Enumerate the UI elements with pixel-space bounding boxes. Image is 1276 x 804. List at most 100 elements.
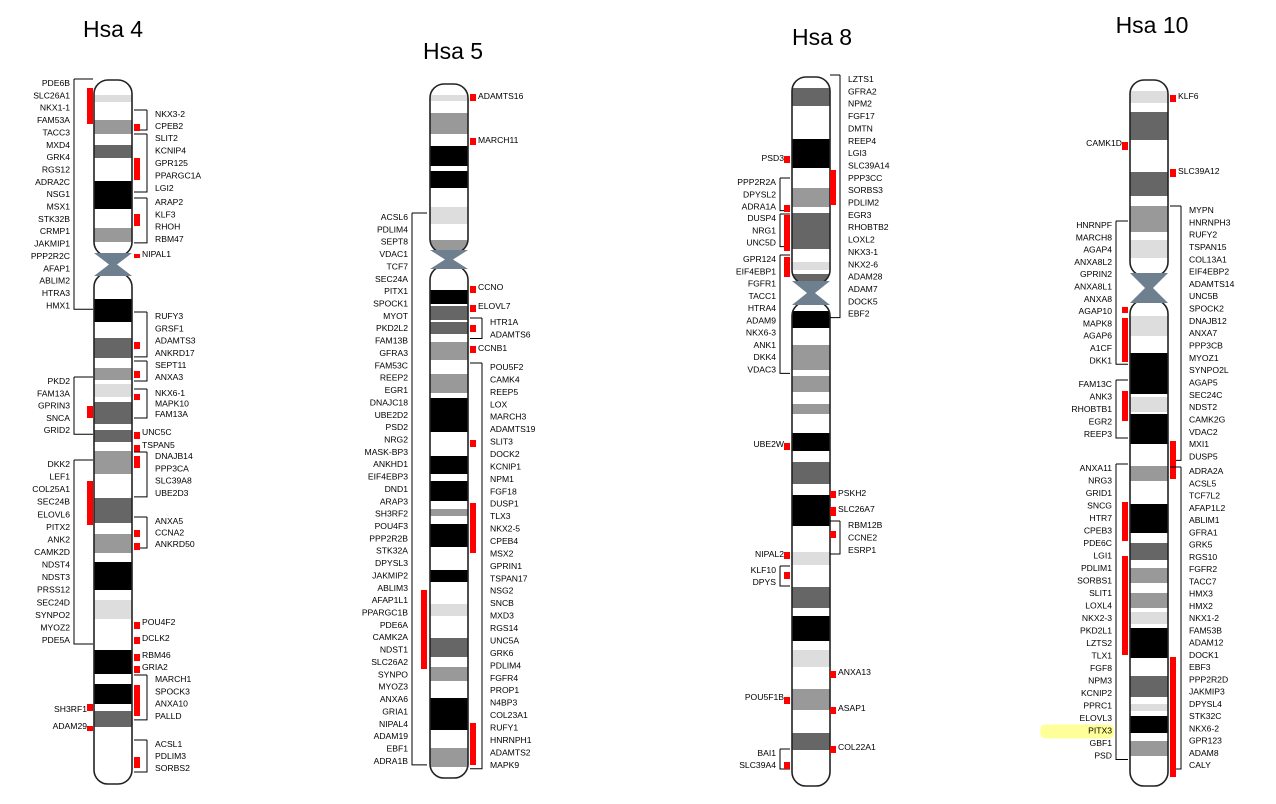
locus-marker [830,170,836,205]
locus-marker [1122,391,1128,421]
locus-marker [1122,318,1128,362]
locus-marker [134,445,140,452]
gene-label: PDLIM1 [1081,563,1112,573]
gene-label: EBF3 [1189,662,1211,672]
gene-label: ANKHD1 [373,459,408,469]
chrom-4: Hsa 10 KLF6 CAMK1D SLC39A12 HNRNPF MARCH8 AGAP… [1040,12,1235,787]
gene-label: CPEB4 [490,536,518,546]
gene-label: CALY [1189,760,1211,770]
gene-label: PKD2 [48,376,71,386]
chromosome-band [94,299,132,322]
gene-label: KLF6 [1178,91,1199,101]
chromosome-band [430,638,468,657]
gene-label: ANK1 [754,340,777,350]
gene-label: UNC5D [746,238,776,248]
locus-marker [134,757,140,768]
gene-label: ADAM28 [848,272,883,282]
gene-label: ARAP3 [380,496,408,506]
gene-label: DOCK5 [848,296,878,306]
gene-label: ADAM7 [848,284,878,294]
chromosome-band [94,430,132,442]
gene-label: PITX1 [384,286,408,296]
chromosome-band [430,113,468,134]
gene-label: DKK2 [48,459,71,469]
gene-label: CCNB1 [478,343,507,353]
gene-label: UNC5B [1189,291,1218,301]
gene-group: ASAP1 [830,703,866,714]
chromosome-band [1130,676,1168,697]
gene-label: DUSP5 [1189,451,1218,461]
chromosome-band [430,398,468,432]
gene-label: RUFY2 [1189,230,1217,240]
gene-group: SLC26A7 [830,504,875,516]
chromosome-band [1130,112,1168,140]
locus-marker [134,124,140,131]
gene-label: NSG2 [490,586,514,596]
gene-label: NSG1 [47,189,71,199]
gene-label: SYNPO2 [35,610,70,620]
gene-label: FAM13B [375,336,408,346]
group-bracket [73,376,93,435]
gene-label: HMX3 [1189,589,1213,599]
gene-label: TSPAN17 [490,573,528,583]
gene-group: LZTS1 GFRA2 NPM2 FGF17 DMTN REEP4 LGI3 SLC39A14… [830,74,890,319]
chromosome-band [94,384,132,397]
gene-label: NIPAL2 [755,549,784,559]
gene-label: ANXA3 [155,372,183,382]
gene-label: SH3RF1 [54,704,87,714]
gene-label: PKD2L1 [1080,626,1112,636]
gene-label: MYOZ3 [378,682,408,692]
chromosome-band [792,139,830,168]
gene-label: JAKMIP2 [372,570,408,580]
gene-label: PSD3 [762,153,785,163]
gene-label: NDST4 [42,560,70,570]
gene-group: ANXA13 [830,667,871,678]
gene-label: SYNPO2L [1189,365,1229,375]
gene-label: SLIT3 [490,437,513,447]
gene-label: REEP3 [1084,429,1112,439]
gene-label: SLC26A2 [371,657,408,667]
gene-label: PPP2R2C [31,251,70,261]
gene-group: NKX3-2 CPEB2 [134,109,185,131]
group-bracket [73,78,93,310]
chromosome-band [94,368,132,380]
gene-label: ANXA8 [1084,294,1112,304]
locus-marker [134,685,140,716]
gene-label: RBM47 [155,234,184,244]
gene-label: DKK1 [1090,355,1113,365]
locus-marker [470,325,476,332]
gene-label: MSX2 [490,548,514,558]
gene-label: COL23A1 [490,710,528,720]
gene-label: LGI1 [1093,551,1112,561]
band-group [792,88,830,750]
gene-group: COL22A1 [830,742,876,753]
band-group [1130,91,1168,756]
chromosome-band [430,290,468,304]
gene-group: MARCH1 SPOCK3 ANXA10 PALLD [134,674,192,721]
gene-label: FGF18 [490,486,517,496]
chromosome-band [1130,91,1168,103]
gene-label: ABLIM1 [1189,515,1220,525]
gene-label: POU4F3 [375,521,409,531]
gene-label: REEP2 [380,373,408,383]
gene-label: VDAC1 [379,249,408,259]
gene-group: GRIA2 [134,662,168,673]
gene-label: FGF17 [848,111,875,121]
gene-label: PITX3 [1088,726,1112,736]
gene-label: MSX1 [47,202,71,212]
gene-label: EGR1 [385,385,409,395]
centromere-upper [430,250,468,260]
chromosome-band [1130,593,1168,608]
chromosome-title: Hsa 4 [83,16,143,42]
chromosome-band [792,433,830,451]
chromosome-band [792,88,830,106]
gene-label: DPYSL2 [743,189,776,199]
locus-marker [1170,657,1176,777]
gene-label: NKX2-6 [848,259,878,269]
chromosome-band [94,181,132,209]
gene-label: ANK3 [1090,392,1113,402]
gene-label: DNAJB12 [1189,316,1227,326]
gene-label: EIF4EBP2 [1189,267,1229,277]
gene-group: CCNB1 [470,343,507,353]
gene-label: PALLD [155,711,182,721]
